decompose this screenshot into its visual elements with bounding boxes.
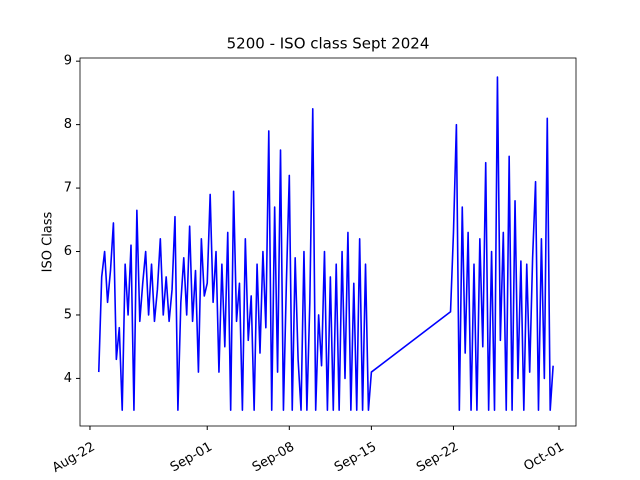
y-tick-label: 5 <box>64 307 72 322</box>
y-tick-label: 8 <box>64 117 72 132</box>
plot-frame <box>79 57 577 427</box>
data-line <box>97 76 554 411</box>
y-tick-label: 4 <box>64 371 72 386</box>
chart-title: 5200 - ISO class Sept 2024 <box>227 35 430 53</box>
y-tick-label: 7 <box>64 181 72 196</box>
y-axis-label: ISO Class <box>41 211 56 272</box>
y-tick-label: 6 <box>64 244 72 259</box>
y-tick-label: 9 <box>64 54 72 69</box>
